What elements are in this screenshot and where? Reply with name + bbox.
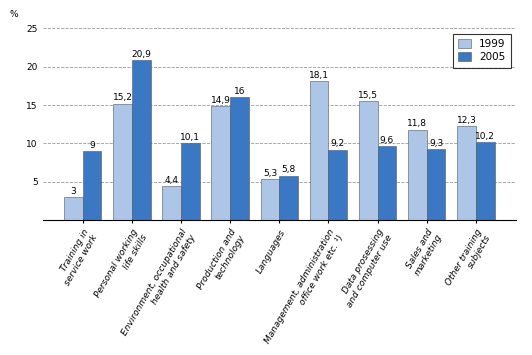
Text: 14,9: 14,9 [211,96,231,105]
Bar [359,101,378,220]
Bar [83,151,102,220]
Text: 4,4: 4,4 [165,176,179,185]
Bar [476,142,495,220]
Text: 9: 9 [89,141,95,150]
Text: 15,5: 15,5 [358,91,378,100]
Text: 3: 3 [71,187,76,196]
Text: 12,3: 12,3 [456,116,477,125]
Text: 15,2: 15,2 [113,93,132,102]
Text: 9,6: 9,6 [380,136,394,145]
Legend: 1999, 2005: 1999, 2005 [453,34,511,67]
Bar [181,143,200,220]
Text: 5,8: 5,8 [281,165,296,174]
Bar [230,97,249,220]
Text: 20,9: 20,9 [131,50,151,59]
Text: 18,1: 18,1 [309,71,329,80]
Text: 9,2: 9,2 [331,140,345,148]
Text: 10,1: 10,1 [180,132,201,142]
Bar [457,126,476,220]
Text: 5,3: 5,3 [263,169,277,178]
Bar [427,149,445,220]
Text: 10,2: 10,2 [475,132,495,141]
Text: %: % [10,10,18,19]
Bar [408,130,427,220]
Bar [328,149,347,220]
Text: 11,8: 11,8 [408,120,427,129]
Text: 16: 16 [234,87,245,96]
Bar [113,104,132,220]
Bar [212,106,230,220]
Bar [378,147,396,220]
Bar [64,197,83,220]
Bar [162,186,181,220]
Bar [132,60,151,220]
Bar [279,176,298,220]
Text: 9,3: 9,3 [429,139,443,148]
Bar [261,180,279,220]
Bar [310,81,328,220]
